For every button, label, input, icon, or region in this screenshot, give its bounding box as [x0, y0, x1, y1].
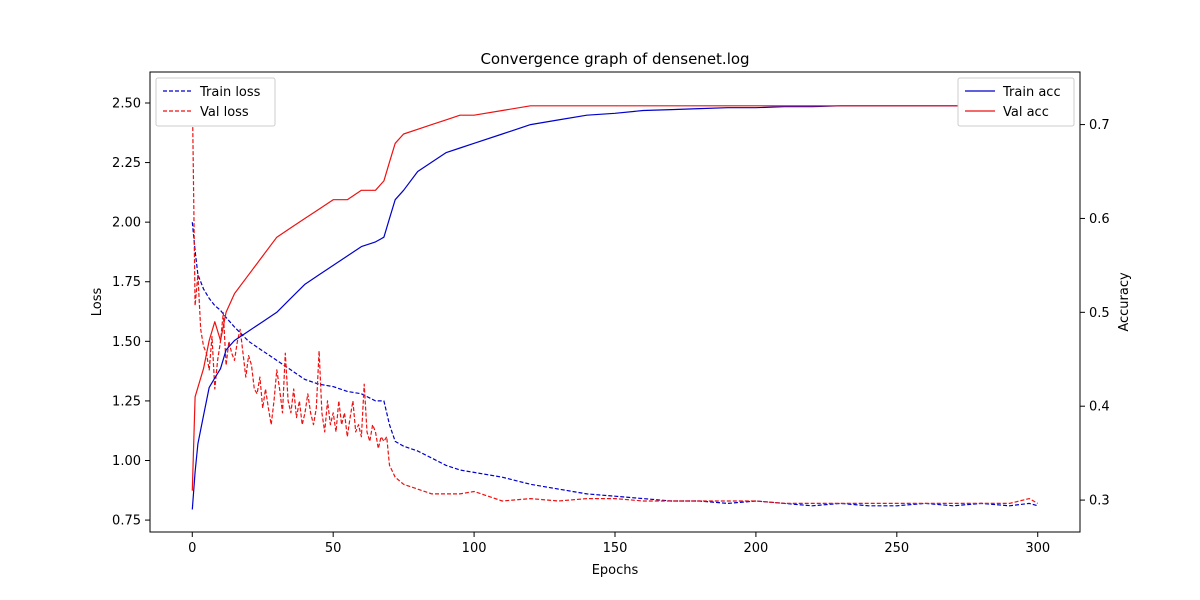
legend-accuracy-box: [957, 77, 1075, 127]
x-axis-ticks: 0 50 100 150 200 250 300: [188, 532, 1050, 556]
series-train-acc: [191, 105, 1038, 510]
x-tick-label: 150: [603, 541, 628, 556]
legend-accuracy: Train acc Val acc: [957, 77, 1075, 127]
right-tick-label: 0.7: [1089, 118, 1110, 133]
right-tick-label: 0.4: [1089, 400, 1110, 415]
x-axis-label: Epochs: [592, 563, 639, 578]
left-tick-label: 2.25: [112, 156, 141, 171]
legend-loss: Train loss Val loss: [155, 77, 276, 127]
left-tick-label: 1.75: [112, 275, 141, 290]
legend-loss-box: [155, 77, 276, 127]
left-tick-label: 1.25: [112, 394, 141, 409]
axes-frame: [149, 71, 1081, 533]
right-axis-label: Accuracy: [1117, 272, 1132, 332]
right-tick-label: 0.5: [1089, 306, 1110, 321]
left-tick-label: 2.50: [112, 96, 141, 111]
left-tick-label: 0.75: [112, 514, 141, 529]
x-tick-label: 100: [462, 541, 487, 556]
x-tick-label: 300: [1025, 541, 1050, 556]
series-val-loss: [191, 91, 1038, 504]
legend-train-loss-label: Train loss: [199, 85, 261, 100]
right-tick-label: 0.6: [1089, 212, 1110, 227]
legend-train-acc-label: Train acc: [1002, 85, 1061, 100]
series-val-acc: [191, 105, 1038, 491]
legend-val-loss-label: Val loss: [200, 105, 249, 120]
x-tick-label: 50: [325, 541, 342, 556]
left-tick-label: 2.00: [112, 216, 141, 231]
legend-val-acc-label: Val acc: [1003, 105, 1049, 120]
series-train-loss: [191, 222, 1038, 507]
x-tick-label: 250: [884, 541, 909, 556]
left-axis-ticks: 0.75 1.00 1.25 1.50 1.75 2.00 2.25 2.50: [112, 96, 150, 529]
chart-title: Convergence graph of densenet.log: [480, 50, 749, 68]
x-tick-label: 0: [188, 541, 196, 556]
right-tick-label: 0.3: [1089, 494, 1110, 509]
left-tick-label: 1.00: [112, 454, 141, 469]
plot-area: [191, 91, 1038, 510]
left-axis-label: Loss: [90, 288, 105, 317]
x-tick-label: 200: [743, 541, 768, 556]
right-axis-ticks: 0.3 0.4 0.5 0.6 0.7: [1080, 118, 1110, 509]
left-tick-label: 1.50: [112, 335, 141, 350]
